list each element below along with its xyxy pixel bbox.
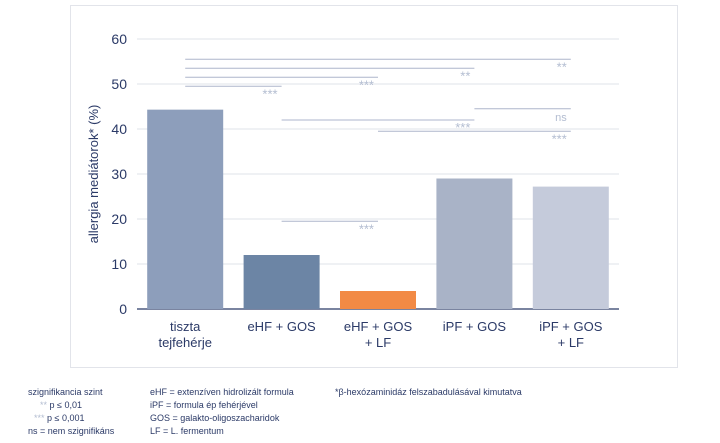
y-axis-label: allergia mediátorok* (%) [86,105,101,244]
significance-label-3: *** [262,86,277,101]
legend-p001: ** p ≤ 0,01 [28,399,148,412]
legend-significance-title: szignifikancia szint [28,387,103,397]
y-tick-label-50: 50 [111,76,127,92]
x-tick-label-1-0: eHF + GOS [247,319,316,334]
chart-frame: 0 10 20 30 40 50 60 allergia mediátorok* (%) tis… [70,5,678,368]
bar-4 [532,186,609,309]
y-tick-label-60: 60 [111,31,127,47]
x-tick-label-0-1: tejfehérje [158,335,211,350]
legend-p001-text: p ≤ 0,01 [49,400,82,410]
y-tick-label-0: 0 [119,301,127,317]
legend-p001-stars: ** [40,400,48,410]
x-tick-label-3-0: iPF + GOS [443,319,507,334]
x-tick-label-2-1: + LF [365,335,391,350]
significance-label-4: ns [555,112,567,124]
significance-label-1: ** [460,68,470,83]
legend-gos: GOS = galakto-oligoszacharidok [150,413,280,423]
y-tick-label-40: 40 [111,121,127,137]
significance-label-5: *** [455,120,470,135]
legend-p0001-text: p ≤ 0,001 [47,413,85,423]
bar-0 [147,109,224,310]
y-tick-label-20: 20 [111,211,127,227]
legend-p0001: *** p ≤ 0,001 [28,412,148,425]
legend-ehf: eHF = extenzíven hidrolizált formula [150,387,294,397]
bar-3 [436,178,513,309]
y-tick-label-10: 10 [111,256,127,272]
bar-chart: 0 10 20 30 40 50 60 allergia mediátorok* (%) tis… [86,31,619,350]
legend-ipf: iPF = formula ép fehérjével [150,400,258,410]
x-tick-label-0-0: tiszta [170,319,201,334]
legend-significance: szignifikancia szint ** p ≤ 0,01 *** p ≤… [28,386,148,438]
x-tick-label-4-1: + LF [558,335,584,350]
bar-1 [243,255,320,309]
significance-label-2: *** [359,77,374,92]
bar-2 [340,291,416,309]
legend-p0001-stars: *** [34,413,45,423]
x-tick-label-2-0: eHF + GOS [344,319,413,334]
x-tick-label-4-0: iPF + GOS [539,319,603,334]
significance-label-7: *** [359,221,374,236]
significance-label-0: ** [557,59,567,74]
legend-ns: ns = nem szignifikáns [28,426,115,436]
legend-lf: LF = L. fermentum [150,426,224,436]
legend-abbreviations: eHF = extenzíven hidrolizált formula iPF… [150,386,335,438]
legend-footnote: *β-hexózaminidáz felszabadulásával kimut… [335,387,522,397]
significance-label-6: *** [552,131,567,146]
y-tick-label-30: 30 [111,166,127,182]
